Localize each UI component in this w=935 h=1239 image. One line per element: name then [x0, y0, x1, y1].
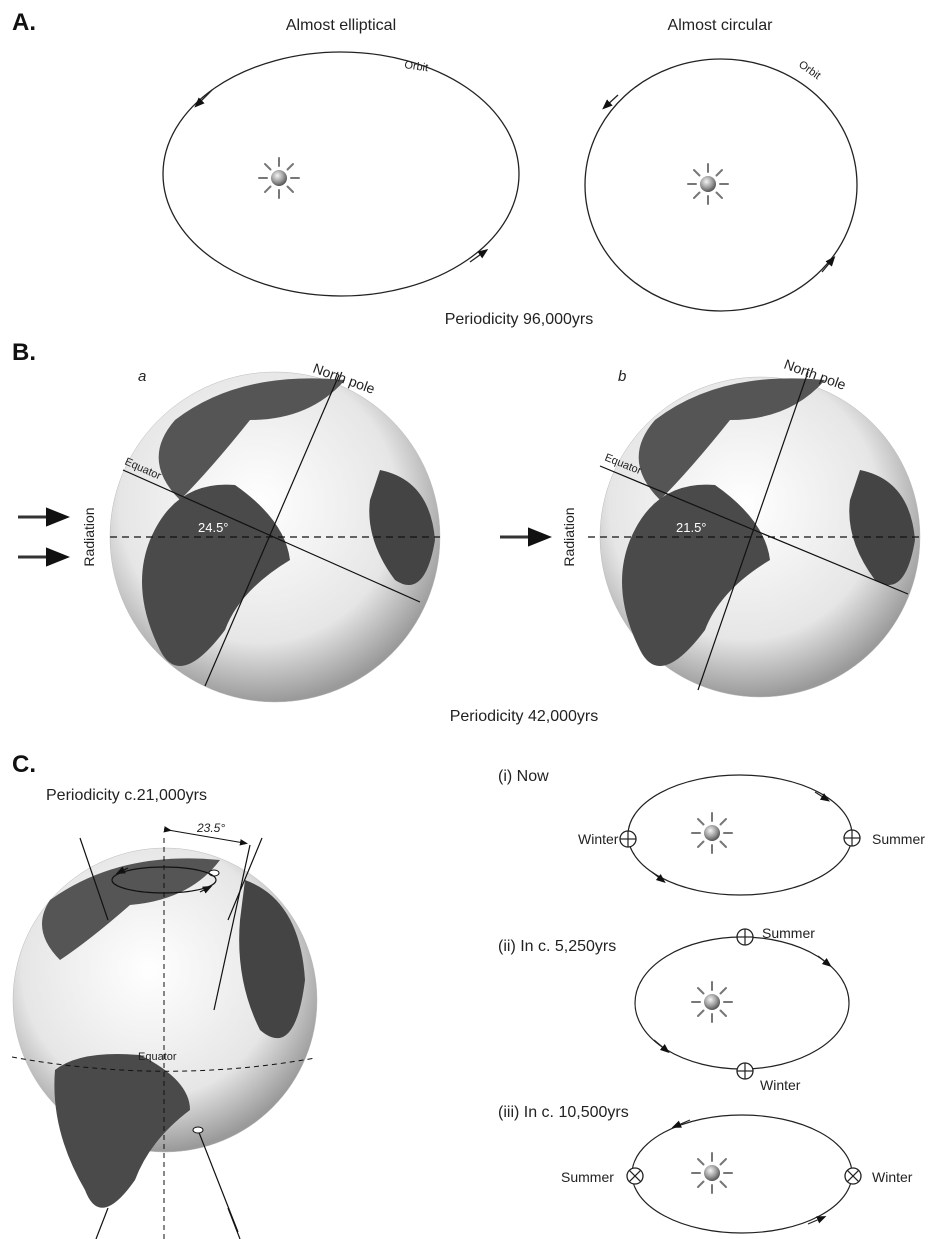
radiation-label-a: Radiation	[81, 507, 97, 566]
north-pole-marker	[208, 869, 220, 877]
earth-winter-icon	[844, 1167, 862, 1185]
earth-summer-icon	[736, 928, 754, 946]
now-winter-label: Winter	[578, 831, 619, 847]
angle-label-b: 21.5°	[676, 520, 707, 535]
radiation-label-b: Radiation	[561, 507, 577, 566]
angle-label-a: 24.5°	[198, 520, 229, 535]
precession-cone-left	[79, 837, 109, 921]
axis-line-a	[204, 374, 340, 687]
precession-circle	[111, 866, 217, 894]
equator-line-b	[599, 465, 909, 595]
orbit-later2	[631, 1114, 853, 1234]
precession-cone-bottom-left	[95, 1207, 109, 1239]
orbit-later1	[634, 936, 850, 1070]
radiation-arrows-a	[18, 507, 70, 567]
equator-line-a	[122, 469, 421, 603]
panel-b-tag: b	[618, 368, 626, 385]
sun-icon	[258, 157, 300, 199]
tilt-angle-label: 23.5°	[196, 821, 225, 835]
now-summer-label: Summer	[872, 831, 925, 847]
sun-icon	[691, 981, 733, 1023]
tilt-angle-arrow	[163, 826, 248, 846]
elliptical-orbit	[162, 51, 520, 297]
circular-orbit	[584, 58, 858, 312]
earth-winter-icon	[736, 1062, 754, 1080]
earth-summer-icon	[626, 1167, 644, 1185]
now-title: (i) Now	[498, 768, 549, 785]
panel-a-tag: a	[138, 368, 146, 385]
section-a-letter: A.	[12, 9, 36, 36]
later1-summer-label: Summer	[762, 925, 815, 941]
circular-title: Almost circular	[668, 17, 774, 34]
elliptical-title: Almost elliptical	[286, 17, 396, 34]
elliptical-orbit-label: Orbit	[404, 59, 429, 74]
later2-summer-label: Summer	[561, 1169, 614, 1185]
periodicity-c: Periodicity c.21,000yrs	[46, 787, 207, 804]
tilt-axis-line	[213, 844, 251, 1011]
axis-line-b	[697, 371, 809, 691]
later1-winter-label: Winter	[760, 1077, 801, 1093]
sun-icon	[691, 812, 733, 854]
equator-label-c: Equator	[138, 1051, 177, 1063]
section-b-letter: B.	[12, 339, 36, 366]
periodicity-b: Periodicity 42,000yrs	[450, 708, 599, 725]
sun-icon	[691, 1152, 733, 1194]
periodicity-a: Periodicity 96,000yrs	[445, 311, 594, 328]
later1-title: (ii) In c. 5,250yrs	[498, 938, 616, 955]
equator-line-c	[11, 1056, 316, 1072]
tilt-axis-bottom	[197, 1129, 239, 1233]
later2-title: (iii) In c. 10,500yrs	[498, 1104, 629, 1121]
earth-globe-c	[12, 847, 318, 1208]
orbit-now	[627, 774, 853, 896]
precession-cone-right	[227, 837, 263, 921]
circular-orbit-label: Orbit	[796, 59, 822, 83]
earth-winter-icon	[619, 830, 637, 848]
section-c-letter: C.	[12, 751, 36, 778]
south-pole-marker	[192, 1126, 204, 1134]
later2-winter-label: Winter	[872, 1169, 913, 1185]
earth-summer-icon	[843, 829, 861, 847]
sun-icon	[687, 163, 729, 205]
